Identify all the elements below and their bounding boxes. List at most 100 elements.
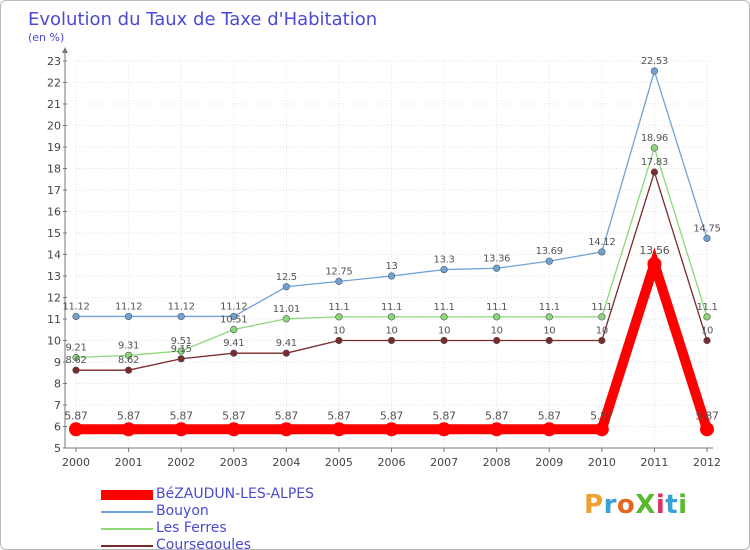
data-point (72, 366, 80, 374)
logo-letter: o (616, 490, 636, 520)
legend-label: Coursegoules (156, 537, 251, 550)
data-point (174, 422, 189, 437)
y-tick-label: 18 (47, 163, 61, 176)
data-label: 11.1 (591, 302, 612, 313)
data-label: 5.87 (64, 409, 88, 422)
data-label: 11.12 (62, 301, 89, 312)
data-point (493, 313, 501, 321)
data-label: 5.87 (538, 409, 562, 422)
data-label: 10 (543, 326, 555, 337)
y-tick-label: 20 (47, 120, 61, 133)
data-point (440, 265, 448, 274)
x-tick-label: 2012 (693, 456, 721, 469)
y-tick-label: 21 (47, 98, 61, 111)
data-point (703, 234, 711, 242)
legend-swatch (101, 490, 153, 500)
y-tick-label: 15 (47, 227, 61, 240)
data-point (545, 336, 553, 345)
data-point (545, 313, 553, 321)
data-point (650, 168, 659, 176)
data-label: 5.87 (432, 409, 456, 422)
data-label: 14.75 (693, 223, 720, 234)
data-point (598, 248, 606, 256)
y-tick-label: 19 (47, 141, 61, 154)
legend-swatch (101, 545, 153, 547)
data-point (124, 312, 133, 321)
data-label: 13.3 (434, 255, 455, 266)
data-label: 9.51 (171, 336, 192, 347)
data-label: 11.1 (539, 302, 560, 313)
data-point (230, 312, 238, 321)
data-label: 14.12 (588, 237, 615, 248)
y-tick-label: 11 (47, 313, 61, 326)
data-point (387, 272, 396, 280)
data-point (440, 313, 448, 321)
data-label: 10 (491, 326, 503, 337)
data-point (650, 144, 659, 152)
data-label: 5.87 (695, 409, 719, 422)
logo-letter: r (603, 490, 617, 520)
data-label: 5.87 (327, 409, 351, 422)
data-point (545, 257, 553, 265)
data-label: 8.62 (118, 355, 139, 366)
data-point (598, 336, 606, 345)
data-label: 5.87 (380, 409, 404, 422)
data-label: 9.41 (276, 338, 297, 349)
data-label: 11.1 (486, 302, 507, 313)
data-point (700, 422, 714, 437)
y-tick-label: 7 (54, 399, 61, 412)
data-label: 12.5 (276, 272, 297, 283)
y-tick-label: 5 (54, 442, 61, 455)
y-tick-label: 13 (47, 270, 61, 283)
data-point (493, 264, 501, 272)
x-tick-label: 2000 (62, 456, 90, 469)
data-label: 9.21 (65, 342, 86, 353)
logo-letter: t (665, 490, 679, 520)
data-label: 11.12 (168, 301, 195, 312)
data-point (440, 336, 448, 345)
data-point (703, 336, 711, 345)
data-label: 13.36 (483, 253, 510, 264)
data-label: 9.41 (223, 338, 244, 349)
y-tick-label: 16 (47, 206, 61, 219)
data-point (121, 422, 136, 437)
data-label: 11.1 (434, 302, 455, 313)
data-label: 5.87 (275, 409, 299, 422)
data-label: 10 (701, 326, 713, 337)
data-label: 10 (333, 326, 345, 337)
x-tick-label: 2002 (167, 456, 195, 469)
data-point (384, 422, 399, 437)
y-tick-label: 12 (47, 292, 61, 305)
series-layer (69, 67, 714, 437)
data-point (387, 336, 396, 345)
data-label: 10 (596, 326, 608, 337)
data-label: 11.01 (273, 304, 300, 315)
axes: 5 6 7 8 9 10 11 12 13 14 15 16 17 18 19 20 21 22 23 2000 200… (47, 47, 721, 469)
legend-label: Bouyon (156, 503, 209, 519)
legend-swatch (101, 528, 153, 530)
x-tick-label: 2007 (430, 456, 458, 469)
data-label: 12.75 (325, 266, 352, 277)
data-point (594, 422, 609, 437)
data-label: 11.12 (115, 301, 142, 312)
y-tick-label: 17 (47, 184, 61, 197)
y-tick-label: 6 (54, 421, 61, 434)
data-point (335, 277, 343, 285)
y-tick-label: 10 (47, 335, 61, 348)
y-tick-label: 23 (47, 55, 61, 68)
data-point (489, 422, 504, 437)
legend-label: BéZAUDUN-LES-ALPES (156, 486, 315, 502)
data-label: 10.51 (220, 315, 247, 326)
data-point (230, 349, 238, 357)
data-label: 11.1 (696, 302, 717, 313)
data-labels: 8.62 8.62 9.15 9.41 9.41 10 10 10 10 10 10 17.83 10 9… (62, 56, 720, 422)
y-tick-label: 9 (54, 356, 61, 369)
y-tick-label: 14 (47, 249, 61, 262)
data-label: 5.87 (170, 409, 194, 422)
logo-letter: i (678, 490, 688, 520)
data-label: 5.87 (117, 409, 141, 422)
data-point (226, 422, 241, 437)
data-point (177, 355, 185, 363)
